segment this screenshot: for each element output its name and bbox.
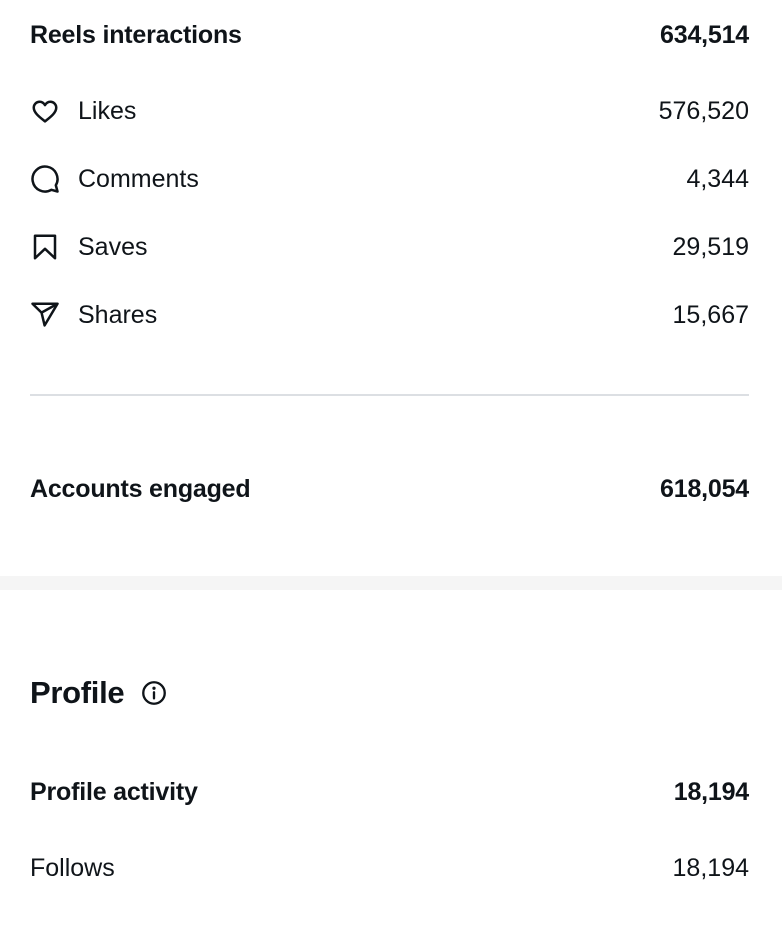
follows-label: Follows [30,853,115,882]
reels-interactions-title: Reels interactions [30,20,242,49]
reels-interactions-section: Reels interactions 634,514 Likes 576,520 [0,10,782,349]
profile-heading: Profile [0,668,782,718]
section-divider [30,394,749,396]
metric-label: Comments [78,164,199,193]
profile-activity-row: Profile activity 18,194 [0,767,782,817]
reels-interactions-header: Reels interactions 634,514 [0,10,782,60]
reels-metric-list: Likes 576,520 Comments 4,344 [0,77,782,349]
reels-interactions-total: 634,514 [660,20,749,49]
accounts-engaged-value: 618,054 [660,474,749,503]
accounts-engaged-section: Accounts engaged 618,054 [0,456,782,522]
metric-value: 4,344 [686,164,749,193]
metric-row-shares: Shares 15,667 [0,281,782,349]
info-icon [139,678,169,708]
accounts-engaged-label: Accounts engaged [30,474,251,503]
metric-label: Saves [78,232,148,261]
metric-value: 15,667 [672,300,749,329]
share-icon [30,300,60,330]
profile-activity-label: Profile activity [30,777,198,806]
follows-value: 18,194 [672,853,749,882]
metric-row-saves: Saves 29,519 [0,213,782,281]
profile-activity-value: 18,194 [673,777,749,806]
profile-section: Profile Profile activity 18,194 Follows … [0,668,782,893]
section-separator-band [0,576,782,590]
metric-row-comments: Comments 4,344 [0,145,782,213]
metric-label: Shares [78,300,158,329]
metric-row-likes: Likes 576,520 [0,77,782,145]
profile-title: Profile [30,675,125,710]
accounts-engaged-row: Accounts engaged 618,054 [0,456,782,522]
comment-icon [30,164,60,194]
metric-label: Likes [78,96,137,125]
metric-value: 576,520 [658,96,749,125]
heart-icon [30,96,60,126]
bookmark-icon [30,232,60,262]
profile-info-button[interactable] [139,678,169,708]
metric-value: 29,519 [672,232,749,261]
follows-row: Follows 18,194 [0,843,782,893]
